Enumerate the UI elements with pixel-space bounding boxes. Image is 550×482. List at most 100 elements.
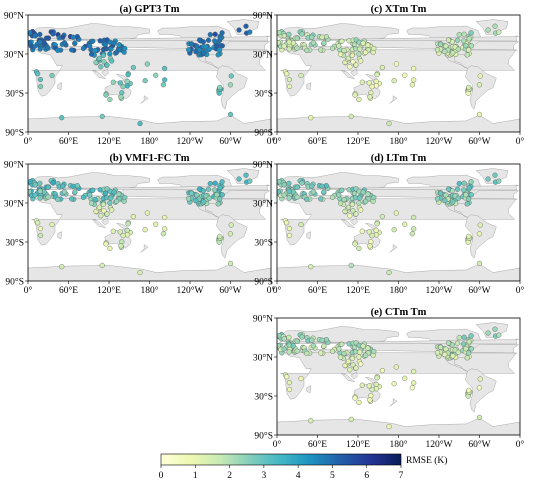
station-marker [185,196,192,202]
station-marker [109,207,115,213]
landmass [101,217,109,226]
y-tick-label: 30°S [254,89,273,100]
x-tick-label: 0° [516,439,525,450]
station-marker [217,84,223,90]
x-tick-label: 60°E [308,136,327,147]
station-marker [90,38,96,44]
station-marker [111,189,117,195]
station-marker [492,172,498,178]
station-marker [366,383,372,389]
station-marker [227,82,233,88]
station-marker [162,214,168,221]
station-marker [393,364,399,370]
station-marker [450,353,456,359]
landmass [350,217,358,226]
station-marker [456,181,462,187]
station-marker [369,387,375,393]
landmass [280,352,517,400]
station-marker [107,51,113,57]
colorbar-tick-label: 4 [296,471,301,481]
station-marker [277,333,282,339]
station-marker [104,211,110,217]
station-marker [277,189,281,195]
station-marker [284,374,290,380]
station-marker [37,46,43,52]
station-marker [443,43,449,49]
station-marker [228,73,234,79]
station-marker [368,393,374,399]
station-marker [329,348,336,354]
x-tick-label: 180° [389,285,407,296]
station-marker [434,196,441,202]
station-marker [366,80,372,86]
x-tick-label: 0° [516,285,525,296]
station-marker [37,83,44,90]
station-marker [463,192,469,198]
station-marker [108,46,114,52]
station-marker [107,96,113,103]
station-marker [32,43,38,49]
station-marker [360,189,366,195]
station-marker [37,39,43,45]
station-marker [409,385,415,391]
station-marker [329,45,336,51]
station-marker [350,59,356,65]
station-marker [60,34,66,40]
landmass [277,417,520,435]
landmass [216,65,248,110]
station-marker [402,375,408,381]
station-marker [485,330,491,336]
y-tick-label: 90°N [253,160,273,171]
station-marker [496,332,502,338]
station-marker [349,201,355,207]
station-marker [411,65,417,72]
station-marker [37,195,43,201]
station-marker [277,30,282,36]
station-marker [319,183,325,189]
station-marker [356,245,362,252]
station-marker [476,260,483,267]
station-marker [284,71,290,77]
station-marker [122,45,128,52]
station-marker [117,80,123,86]
station-points [277,172,502,276]
station-marker [99,113,105,119]
station-marker [299,31,305,37]
station-marker [373,78,379,84]
station-marker [227,111,234,118]
station-marker [119,90,125,96]
station-marker [160,231,166,237]
y-tick-label: 90°S [5,277,24,288]
station-marker [379,367,385,374]
panel-a-gpt3: (a) GPT3 Tm0° 60°E 120°E 180° 120°W 60°W 0°90°… [4,4,276,147]
station-marker [298,375,304,382]
station-marker [205,37,212,43]
station-marker [437,190,444,196]
station-marker [345,204,352,210]
station-marker [391,227,397,233]
station-marker [69,196,75,202]
station-marker [485,27,491,33]
station-marker [461,341,467,347]
station-marker [341,350,347,357]
y-tick-label: 30°S [5,238,24,249]
station-marker [443,192,449,198]
x-tick-label: 0° [273,136,282,147]
station-marker [299,180,305,186]
x-tick-label: 60°E [59,285,78,296]
station-marker [466,185,472,191]
station-marker [144,210,150,216]
station-marker [193,48,199,55]
station-marker [350,362,356,368]
station-marker [137,269,143,276]
station-marker [294,184,300,190]
station-marker [443,346,449,352]
station-marker [455,195,461,201]
colorbar-tick-label: 5 [330,471,335,481]
station-marker [114,49,120,55]
station-marker [281,33,287,39]
station-marker [466,233,472,239]
station-marker [37,188,43,194]
station-marker [450,199,456,205]
station-marker [358,361,364,367]
